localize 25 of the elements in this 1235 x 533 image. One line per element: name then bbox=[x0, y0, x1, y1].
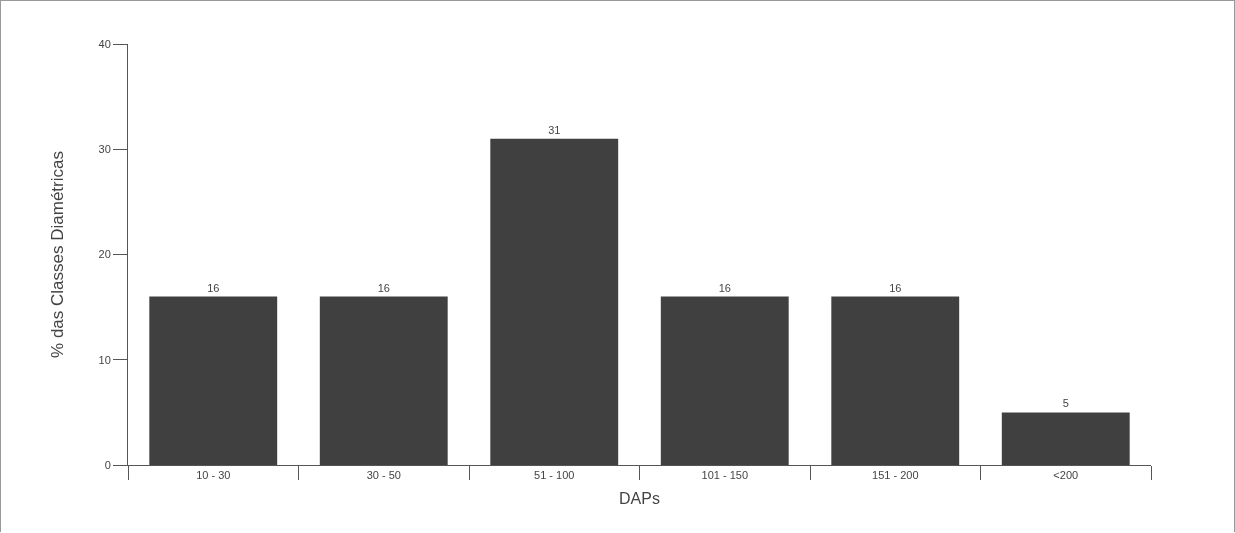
bar bbox=[831, 296, 960, 465]
bar bbox=[1001, 412, 1130, 465]
bar bbox=[319, 296, 448, 465]
data-label: 16 bbox=[207, 281, 220, 294]
bar bbox=[149, 296, 278, 465]
data-label: 16 bbox=[718, 281, 731, 294]
y-tick-label: 0 bbox=[104, 458, 111, 471]
data-label: 16 bbox=[889, 281, 902, 294]
x-tick-label: 30 - 50 bbox=[366, 469, 401, 482]
y-tick-label: 40 bbox=[98, 37, 111, 50]
data-label: 16 bbox=[377, 281, 390, 294]
bar bbox=[660, 296, 789, 465]
y-tick-label: 30 bbox=[98, 143, 111, 156]
data-label: 5 bbox=[1062, 397, 1069, 410]
y-axis-title: % das Classes Diamétricas bbox=[48, 151, 68, 358]
y-tick-label: 10 bbox=[98, 353, 111, 366]
x-tick-label: 101 - 150 bbox=[701, 469, 748, 482]
x-tick-label: 151 - 200 bbox=[872, 469, 919, 482]
x-tick-label: 51 - 100 bbox=[534, 469, 575, 482]
y-tick-label: 20 bbox=[98, 248, 111, 261]
bar bbox=[490, 138, 619, 465]
x-axis-title: DAPs bbox=[619, 489, 660, 507]
data-label: 31 bbox=[548, 123, 561, 136]
x-tick-label: <200 bbox=[1053, 469, 1079, 482]
x-tick-label: 10 - 30 bbox=[196, 469, 231, 482]
